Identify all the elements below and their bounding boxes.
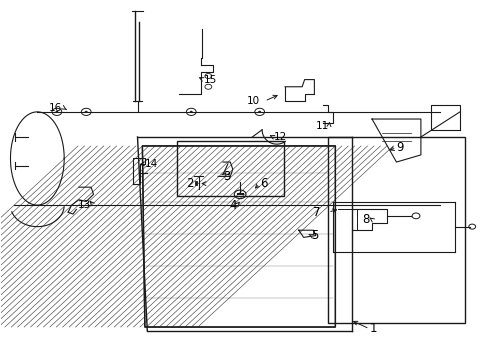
Text: 10: 10 — [246, 96, 260, 106]
Text: 13: 13 — [78, 200, 91, 210]
Text: 9: 9 — [396, 141, 404, 154]
Text: 2: 2 — [186, 177, 194, 190]
Circle shape — [85, 111, 88, 113]
Text: 6: 6 — [260, 177, 267, 190]
Text: 12: 12 — [273, 132, 287, 142]
Text: 4: 4 — [229, 199, 237, 212]
Text: 8: 8 — [362, 213, 369, 226]
Text: 11: 11 — [316, 121, 329, 131]
Text: 7: 7 — [313, 206, 321, 219]
Polygon shape — [143, 146, 335, 327]
Text: 3: 3 — [223, 170, 230, 183]
Circle shape — [190, 111, 193, 113]
Circle shape — [258, 111, 261, 113]
Bar — [176, 140, 284, 196]
Text: 1: 1 — [369, 322, 377, 335]
Text: 15: 15 — [203, 75, 217, 85]
Bar — [328, 137, 465, 323]
Text: 16: 16 — [49, 103, 62, 113]
Circle shape — [55, 111, 58, 113]
Text: 14: 14 — [145, 159, 158, 169]
Text: 5: 5 — [312, 229, 319, 242]
